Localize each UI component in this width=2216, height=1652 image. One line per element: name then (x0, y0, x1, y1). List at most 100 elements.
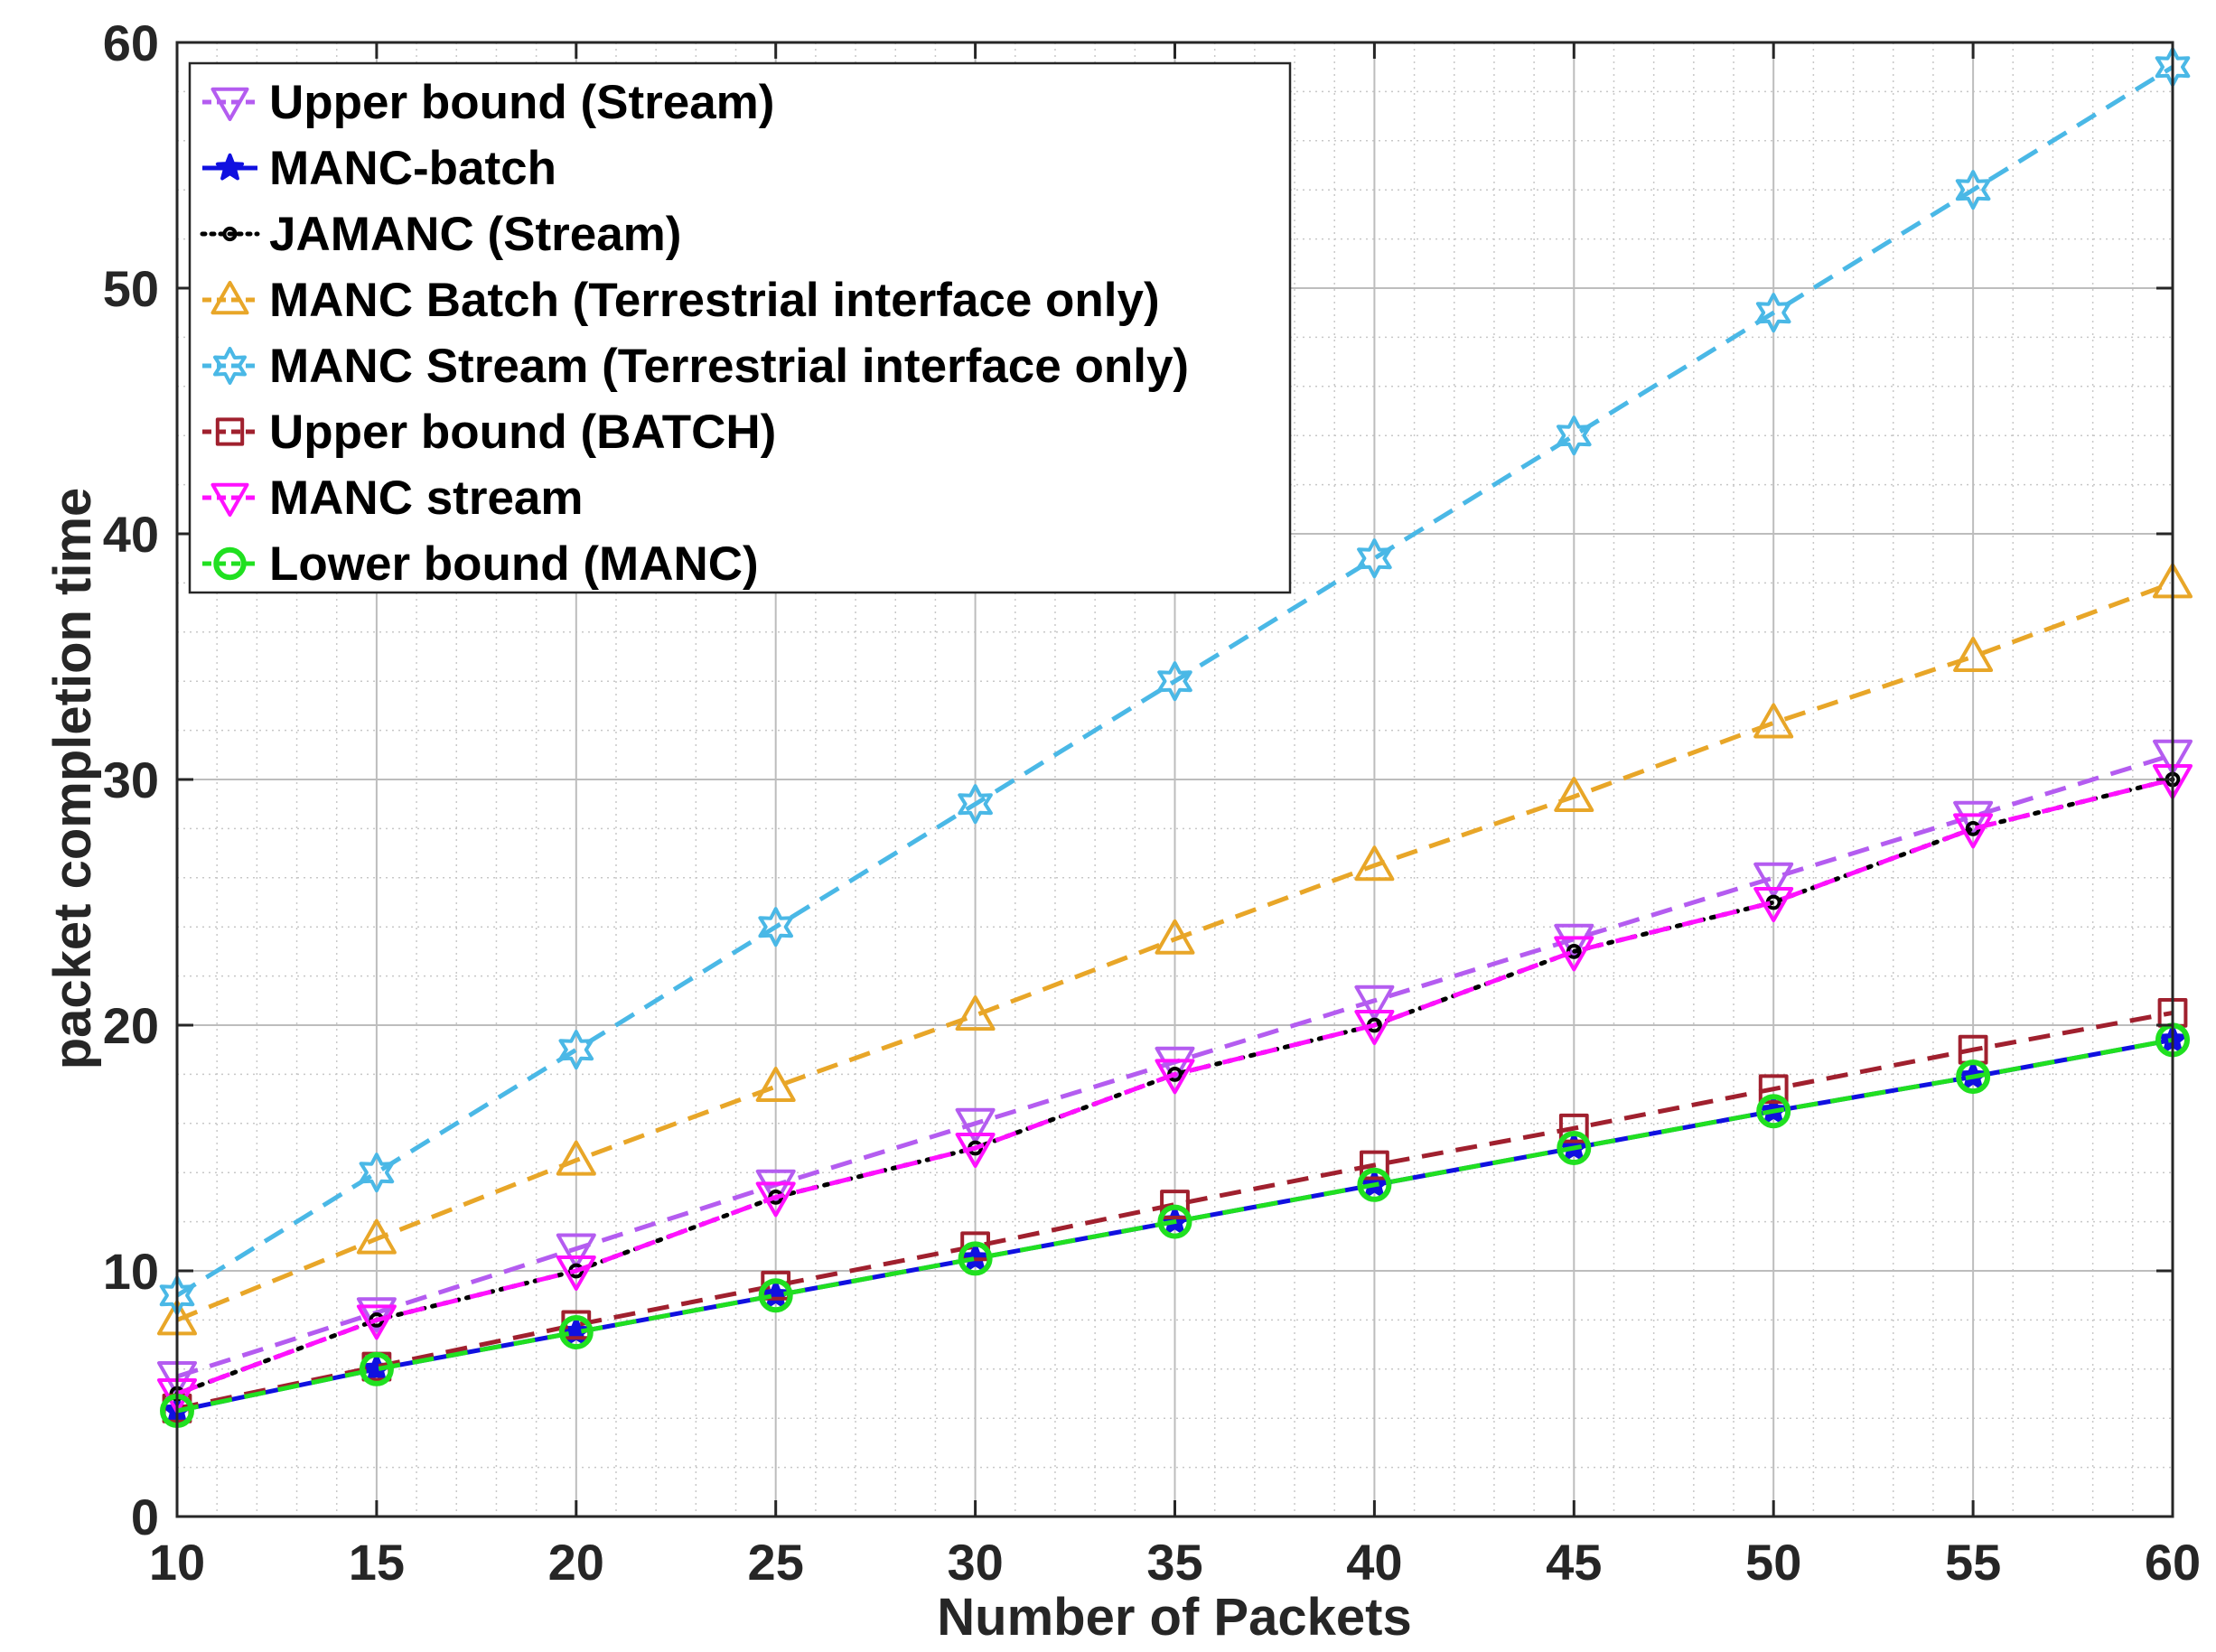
data-point (958, 784, 993, 825)
x-axis-label: Number of Packets (937, 1588, 1411, 1647)
data-point (1554, 923, 1594, 959)
data-point (1155, 919, 1195, 955)
series-7 (157, 764, 2193, 1414)
series-line (176, 1037, 2174, 1414)
legend-label: MANC Stream (Terrestrial interface only) (269, 340, 1189, 393)
y-tick-label: 0 (131, 1489, 159, 1545)
data-point (1157, 1204, 1192, 1239)
data-point (758, 1278, 793, 1313)
data-point (761, 1280, 790, 1309)
y-tick-label: 40 (103, 506, 159, 563)
legend-entry: JAMANC (Stream) (200, 208, 681, 261)
legend-marker (213, 546, 247, 581)
data-point (558, 1315, 594, 1349)
data-point (1357, 538, 1392, 579)
y-tick-label: 60 (103, 14, 159, 71)
data-point (556, 1255, 596, 1291)
legend-marker (215, 153, 245, 181)
data-point (356, 1218, 397, 1255)
data-point (960, 1243, 990, 1272)
data-point (556, 1233, 596, 1269)
x-tick-label: 50 (1745, 1534, 1801, 1591)
y-tick-label: 30 (103, 751, 159, 808)
legend-label: MANC-batch (269, 142, 556, 195)
x-tick-label: 10 (149, 1534, 205, 1591)
legend-marker (210, 482, 249, 517)
legend-entry: Upper bound (BATCH) (202, 406, 776, 459)
series-line (176, 1010, 2174, 1411)
x-tick-label: 25 (748, 1534, 804, 1591)
series-layer (157, 47, 2193, 1429)
data-point (1753, 887, 1794, 922)
data-point (958, 1241, 993, 1276)
data-point (755, 1181, 796, 1218)
x-tick-label: 55 (1945, 1534, 2001, 1591)
data-point (558, 1030, 594, 1070)
legend-label: MANC Batch (Terrestrial interface only) (269, 274, 1160, 327)
y-tick-label: 10 (103, 1243, 159, 1300)
data-point (1155, 1046, 1195, 1082)
data-point (955, 995, 996, 1031)
x-tick-label: 60 (2145, 1534, 2201, 1591)
data-point (1354, 845, 1395, 882)
x-tick-label: 40 (1346, 1534, 1402, 1591)
data-point (1554, 777, 1594, 813)
legend-label: Lower bound (MANC) (269, 537, 759, 591)
x-tick-label: 35 (1146, 1534, 1202, 1591)
data-point (1557, 415, 1592, 456)
data-point (1357, 1167, 1392, 1202)
data-point (758, 907, 793, 947)
legend-entry: MANC Stream (Terrestrial interface only) (202, 340, 1189, 393)
data-point (1557, 1131, 1592, 1165)
series-4 (157, 563, 2193, 1336)
data-point (955, 1107, 996, 1143)
series-5 (159, 47, 2191, 1316)
series-line (176, 777, 2174, 1396)
data-point (1953, 800, 1994, 836)
data-point (356, 1297, 397, 1333)
legend-marker (213, 347, 247, 385)
legend-marker (210, 281, 249, 315)
data-point (955, 1133, 996, 1168)
data-point (755, 1067, 796, 1102)
data-point (1758, 1074, 1789, 1105)
data-point (359, 1153, 395, 1193)
data-point (1953, 637, 1994, 672)
data-point (1155, 1059, 1195, 1095)
legend-label: MANC stream (269, 471, 584, 525)
data-point (556, 1140, 596, 1176)
x-tick-label: 15 (349, 1534, 405, 1591)
legend-label: Upper bound (Stream) (269, 76, 774, 129)
data-point (1753, 862, 1794, 898)
x-tick-label: 20 (548, 1534, 604, 1591)
data-point (1753, 703, 1794, 739)
data-point (755, 1169, 796, 1205)
data-point (1160, 1190, 1190, 1219)
y-axis-label: packet completion time (43, 488, 102, 1070)
data-point (960, 1231, 990, 1262)
legend: Upper bound (Stream) MANC-batch JAMANC (St… (188, 61, 1292, 594)
legend-marker (210, 87, 249, 121)
data-point (356, 1304, 397, 1340)
data-point (1554, 936, 1594, 972)
data-point (1354, 1010, 1395, 1045)
data-point (1558, 1113, 1589, 1143)
legend-marker (215, 417, 245, 446)
data-point (1755, 293, 1791, 333)
legend-box (188, 61, 1292, 594)
legend-entry: MANC-batch (202, 142, 556, 195)
legend-entry: Lower bound (MANC) (202, 537, 759, 591)
data-point (1953, 813, 1994, 849)
y-tick-label: 20 (103, 997, 159, 1054)
legend-marker (222, 226, 238, 242)
x-axis-ticks: 10 15 20 25 30 35 40 45 50 55 60 (149, 42, 2201, 1591)
series-line (175, 65, 2174, 1298)
data-point (1157, 661, 1192, 702)
series-line (176, 581, 2174, 1322)
y-tick-label: 50 (103, 260, 159, 317)
x-tick-label: 30 (947, 1534, 1003, 1591)
data-point (1956, 1059, 1991, 1095)
x-tick-label: 45 (1546, 1534, 1602, 1591)
legend-label: JAMANC (Stream) (269, 208, 681, 261)
